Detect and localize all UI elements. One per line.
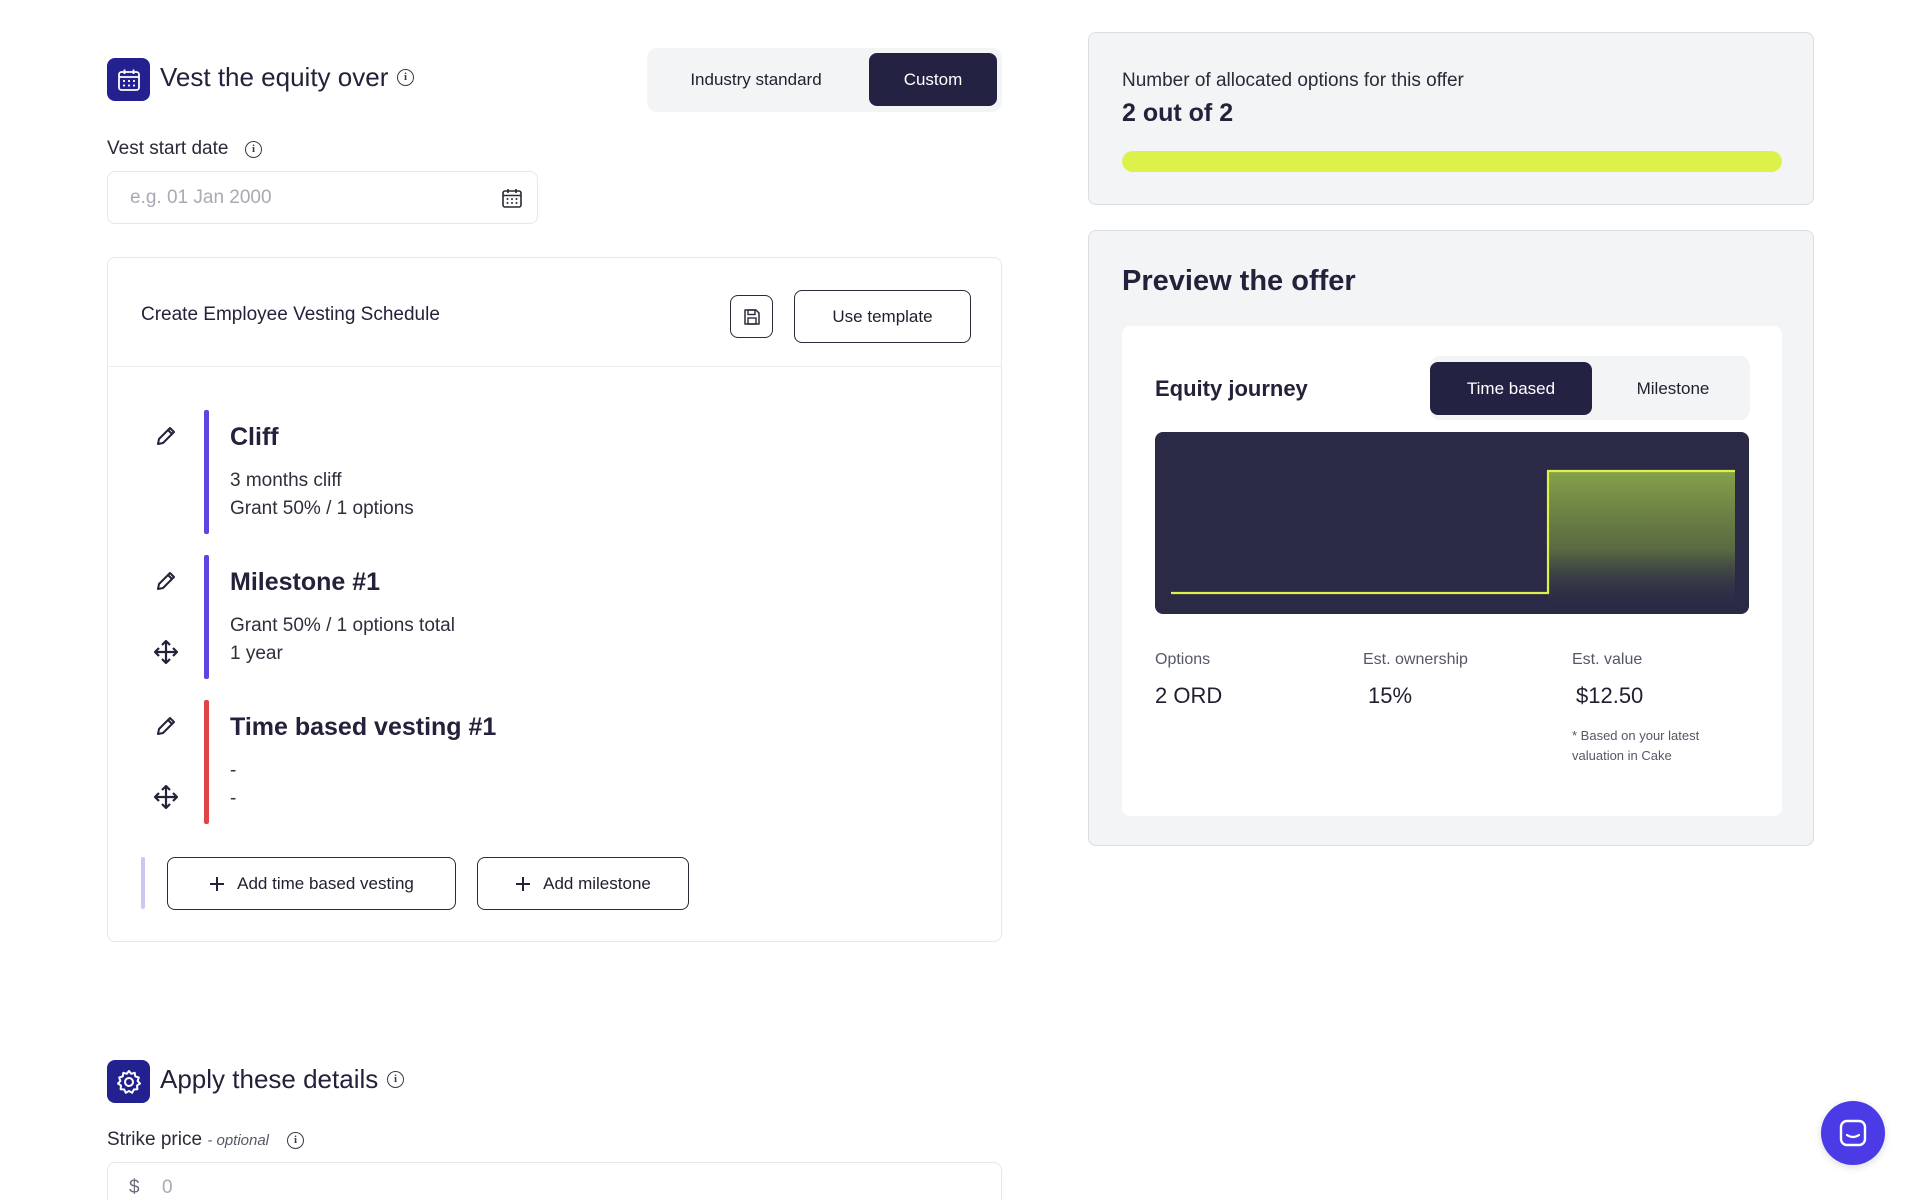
time-vesting-step-bar	[204, 700, 209, 824]
stat-ownership-value: 15%	[1368, 683, 1413, 708]
equity-journey-chart	[1155, 432, 1749, 614]
currency-prefix: $	[129, 1177, 140, 1198]
vest-start-date-input[interactable]: e.g. 01 Jan 2000	[107, 171, 538, 224]
chart-vested-area	[1548, 471, 1735, 614]
equity-journey-card: Equity journey Time based Milestone Opti…	[1122, 326, 1782, 816]
gear-icon	[116, 1069, 141, 1094]
edit-cliff-icon[interactable]	[154, 424, 178, 448]
toggle-industry-standard[interactable]: Industry standard	[690, 69, 822, 89]
allocation-panel: Number of allocated options for this off…	[1088, 32, 1814, 205]
stat-options-label: Options	[1155, 651, 1211, 668]
valuation-footnote-line-1: * Based on your latest	[1572, 728, 1700, 743]
edit-milestone-icon[interactable]	[154, 569, 178, 593]
vest-start-info-icon[interactable]: i	[245, 141, 262, 158]
stat-value-label: Est. value	[1572, 651, 1643, 668]
stat-ownership-label: Est. ownership	[1363, 651, 1468, 668]
milestone-step-title: Milestone #1	[230, 568, 381, 596]
chart-vesting-line	[1171, 469, 1735, 595]
strike-price-label: Strike price - optional	[107, 1129, 269, 1151]
calendar-icon	[117, 69, 140, 91]
details-info-icon[interactable]: i	[387, 1071, 404, 1088]
strike-price-label-text: Strike price	[107, 1129, 203, 1150]
milestone-step-bar	[204, 555, 209, 679]
toggle-custom[interactable]: Custom	[869, 53, 997, 106]
milestone-step-line-1: Grant 50% / 1 options total	[230, 615, 455, 636]
allocation-progress-track	[1122, 151, 1782, 172]
vest-type-toggle: Industry standard Custom	[647, 48, 1002, 112]
add-milestone-button[interactable]: Add milestone	[477, 857, 689, 910]
allocation-label: Number of allocated options for this off…	[1122, 70, 1464, 91]
time-vesting-step-line-2: -	[230, 788, 237, 809]
save-schedule-button[interactable]	[730, 295, 773, 338]
cliff-step-line-2: Grant 50% / 1 options	[230, 498, 414, 519]
stat-value-value: $12.50	[1576, 683, 1644, 708]
equity-journey-title: Equity journey	[1155, 376, 1308, 401]
vest-info-icon[interactable]: i	[397, 69, 414, 86]
vest-start-label: Vest start date	[107, 138, 229, 159]
chat-icon	[1839, 1119, 1867, 1147]
vest-section-title: Vest the equity over	[160, 62, 389, 92]
journey-toggle: Time based Milestone	[1430, 356, 1750, 420]
save-icon	[743, 308, 760, 325]
valuation-footnote-line-2: valuation in Cake	[1572, 748, 1672, 763]
add-step-bar	[141, 857, 145, 909]
edit-time-vesting-icon[interactable]	[154, 714, 178, 738]
cliff-step-line-1: 3 months cliff	[230, 470, 342, 491]
chat-launcher-button[interactable]	[1821, 1101, 1885, 1165]
add-time-vesting-button[interactable]: Add time based vesting	[167, 857, 456, 910]
time-vesting-step-line-1: -	[230, 760, 237, 781]
date-picker-icon[interactable]	[501, 187, 523, 209]
add-milestone-label: Add milestone	[543, 873, 651, 893]
preview-panel: Preview the offer Equity journey Time ba…	[1088, 230, 1814, 846]
use-template-button[interactable]: Use template	[794, 290, 971, 343]
cliff-step-bar	[204, 410, 209, 534]
card-divider	[108, 366, 1001, 367]
toggle-time-based[interactable]: Time based	[1430, 362, 1592, 415]
preview-title: Preview the offer	[1122, 265, 1356, 297]
details-section-title: Apply these details	[160, 1064, 379, 1094]
plus-icon	[516, 876, 531, 891]
drag-time-vesting-icon[interactable]	[152, 783, 180, 811]
allocation-progress-fill	[1122, 151, 1782, 172]
toggle-milestone[interactable]: Milestone	[1636, 378, 1710, 398]
gear-section-icon	[107, 1060, 150, 1103]
plus-icon	[210, 876, 225, 891]
vest-start-placeholder: e.g. 01 Jan 2000	[130, 187, 272, 208]
strike-optional-text: - optional	[207, 1132, 270, 1149]
strike-info-icon[interactable]: i	[287, 1132, 304, 1149]
cliff-step-title: Cliff	[230, 423, 279, 451]
add-time-vesting-label: Add time based vesting	[237, 873, 414, 893]
strike-price-input[interactable]: $ 0	[107, 1162, 1002, 1200]
drag-milestone-icon[interactable]	[152, 638, 180, 666]
calendar-section-icon	[107, 58, 150, 101]
time-vesting-step-title: Time based vesting #1	[230, 713, 497, 741]
allocation-value: 2 out of 2	[1122, 99, 1234, 127]
stat-options-value: 2 ORD	[1155, 683, 1223, 708]
milestone-step-line-2: 1 year	[230, 643, 283, 664]
vesting-schedule-card: Create Employee Vesting Schedule Use tem…	[107, 257, 1002, 942]
strike-price-placeholder: 0	[162, 1177, 173, 1198]
schedule-title: Create Employee Vesting Schedule	[141, 304, 440, 325]
